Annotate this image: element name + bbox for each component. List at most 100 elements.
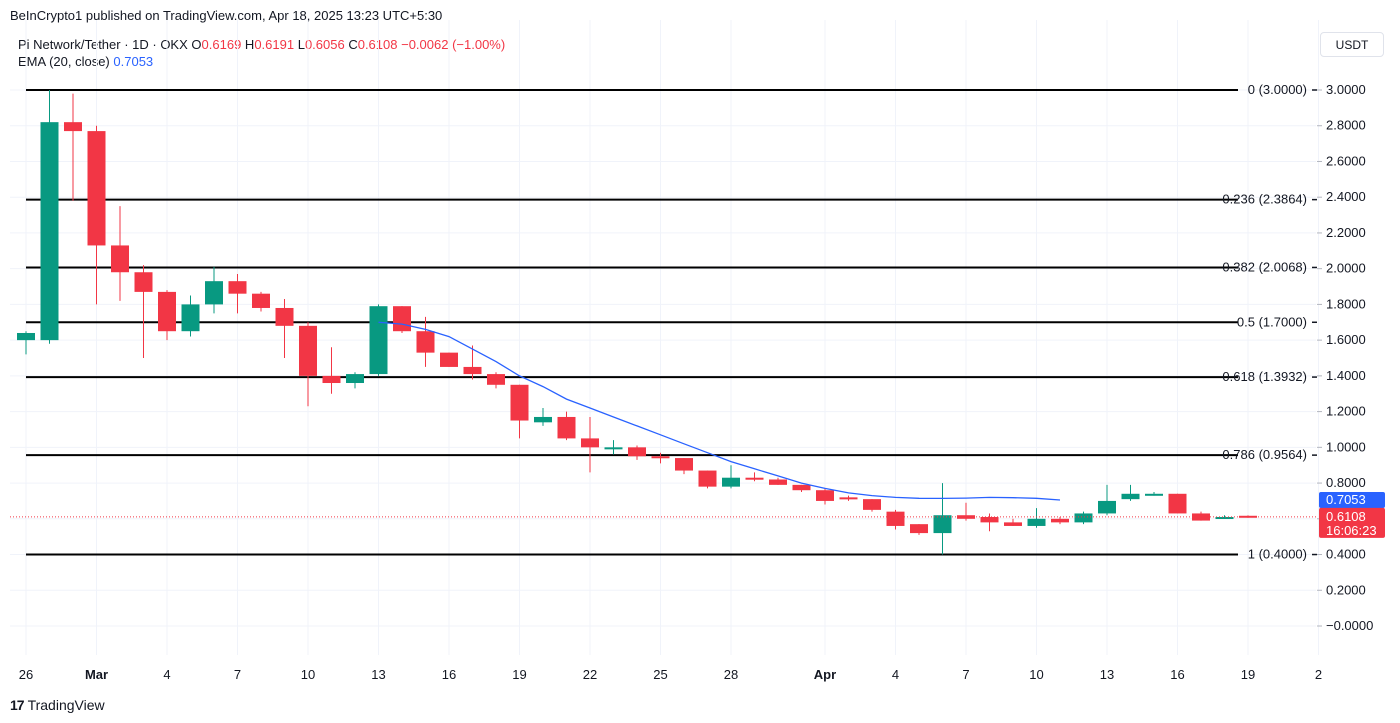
candle-body[interactable] [604,447,623,450]
y-axis-label: 0.4000 [1326,547,1366,562]
ohlc-row: Pi Network/Tether · 1D · OKX O0.6169 H0.… [18,36,505,53]
candle-body[interactable] [1027,518,1046,526]
x-axis-label: Mar [85,667,108,682]
candle-body[interactable] [463,366,482,375]
candle-body[interactable] [816,490,834,501]
candle-body[interactable] [393,306,411,332]
candle-body[interactable] [1145,493,1163,496]
x-axis-label: 4 [163,667,170,682]
close-label: C [348,37,358,52]
x-axis-label: 16 [442,667,456,682]
candle-body[interactable] [745,477,764,480]
candle-body[interactable] [863,499,881,510]
fib-level-label: 0.382 (2.0068) [1222,259,1307,274]
candle-body[interactable] [346,374,364,384]
candle-body[interactable] [17,332,35,341]
candle-body[interactable] [87,131,106,246]
candle-body[interactable] [1004,522,1022,526]
footer-branding: 17 TradingView [10,697,105,713]
y-axis-label: 2.4000 [1326,189,1366,204]
x-axis-label: 13 [371,667,385,682]
chart-legend: Pi Network/Tether · 1D · OKX O0.6169 H0.… [18,36,505,70]
y-axis-label: 0.8000 [1326,475,1366,490]
candle-body[interactable] [1215,517,1234,520]
candle-body[interactable] [322,375,341,384]
ema-line[interactable] [378,321,1061,501]
x-axis-label: 19 [512,667,526,682]
fib-level-label: 0.5 (1.7000) [1237,314,1307,329]
x-axis-label: 7 [962,667,969,682]
x-axis-label: 7 [234,667,241,682]
tradingview-brand: TradingView [27,697,105,713]
x-axis-label: 22 [583,667,597,682]
high-value: 0.6191 [254,37,295,52]
symbol-title[interactable]: Pi Network/Tether · 1D · OKX [18,37,188,52]
x-axis-label: 16 [1170,667,1184,682]
candle-body[interactable] [64,122,82,132]
x-axis-label: 28 [724,667,738,682]
x-axis-label: 10 [301,667,315,682]
y-axis-label: 2.6000 [1326,153,1366,168]
currency-button[interactable]: USDT [1320,32,1384,57]
candle-body[interactable] [910,524,928,534]
candle-body[interactable] [228,281,247,294]
candle-body[interactable] [299,325,317,376]
fib-level-label: 0.618 (1.3932) [1222,369,1307,384]
candle-body[interactable] [1074,513,1093,523]
candle-body[interactable] [839,497,858,500]
x-axis-label: 25 [653,667,667,682]
candle-body[interactable] [1051,518,1069,523]
candle-body[interactable] [205,281,223,305]
candle-body[interactable] [1168,493,1187,514]
candle-body[interactable] [158,291,176,332]
candle-body[interactable] [980,517,999,523]
close-price-badge [1319,507,1385,538]
candle-body[interactable] [111,245,129,273]
ema-label[interactable]: EMA (20, close) [18,54,110,69]
candle-body[interactable] [698,470,717,487]
candle-body[interactable] [534,416,552,423]
ema-price-label: 0.7053 [1326,492,1366,507]
low-value: 0.6056 [304,37,345,52]
candle-body[interactable] [369,306,388,375]
candle-body[interactable] [769,479,787,485]
y-axis-label: −0.0000 [1326,618,1373,633]
candle-body[interactable] [1121,493,1140,500]
candle-body[interactable] [40,122,59,341]
candle-body[interactable] [416,331,435,353]
change-value: −0.0062 (−1.00%) [401,37,506,52]
candle-body[interactable] [181,304,200,332]
open-value: 0.6169 [201,37,242,52]
high-label: H [244,37,255,52]
candle-body[interactable] [675,458,693,471]
candle-body[interactable] [487,374,505,385]
candle-body[interactable] [134,272,153,292]
x-axis-label: 4 [892,667,899,682]
candle-body[interactable] [557,416,576,439]
low-label: L [297,37,305,52]
close-price-label: 0.6108 [1326,509,1366,524]
candle-body[interactable] [510,384,529,421]
ema-price-badge [1319,491,1385,508]
y-axis-label: 2.8000 [1326,118,1366,133]
candle-body[interactable] [581,438,599,448]
x-axis-label: 2 [1315,667,1322,682]
candle-body[interactable] [1239,515,1257,518]
candle-body[interactable] [651,456,670,459]
candle-body[interactable] [957,515,975,519]
candle-body[interactable] [722,477,740,487]
candle-body[interactable] [792,484,811,491]
candle-body[interactable] [1098,500,1116,514]
candle-body[interactable] [886,511,905,526]
tradingview-logo-icon: 17 [10,697,25,713]
candle-body[interactable] [628,447,646,457]
x-axis-label: 19 [1241,667,1255,682]
candle-body[interactable] [933,515,952,534]
candle-body[interactable] [252,293,270,308]
y-axis-label: 0.2000 [1326,582,1366,597]
x-axis-label: 13 [1100,667,1114,682]
candle-body[interactable] [440,352,458,367]
countdown-label: 16:06:23 [1326,523,1377,538]
candle-body[interactable] [275,307,294,326]
